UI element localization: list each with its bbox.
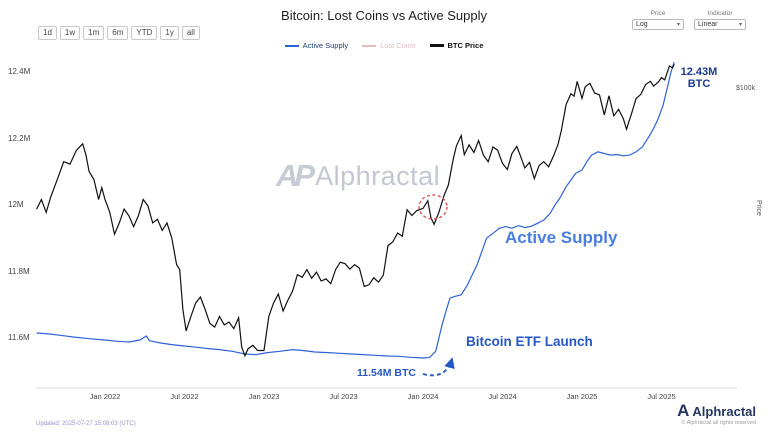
x-tick-label: Jul 2023 bbox=[329, 392, 358, 401]
x-tick-label: Jan 2025 bbox=[566, 392, 598, 401]
brand-footer: A Alphractal © Alphractal all rights res… bbox=[677, 401, 756, 426]
x-tick-label: Jul 2022 bbox=[170, 392, 199, 401]
range-button-ytd[interactable]: YTD bbox=[131, 26, 158, 40]
annotation-active-supply: Active Supply bbox=[505, 228, 618, 247]
chevron-down-icon: ▾ bbox=[676, 22, 680, 28]
range-button-1m[interactable]: 1m bbox=[83, 26, 105, 40]
y-tick-label: 11.6M bbox=[8, 333, 30, 342]
indicator-scale-select[interactable]: Linear ▾ bbox=[694, 19, 746, 30]
y-tick-label: 12M bbox=[8, 200, 24, 209]
indicator-scale-value: Linear bbox=[698, 21, 718, 28]
price-scale-control: Price Log ▾ bbox=[632, 10, 684, 30]
annotation-etf-launch: Bitcoin ETF Launch bbox=[466, 334, 593, 349]
price-scale-select[interactable]: Log ▾ bbox=[632, 19, 684, 30]
legend-label: BTC Price bbox=[447, 41, 484, 50]
y-tick-label: 12.4M bbox=[8, 67, 31, 76]
x-tick-label: Jan 2024 bbox=[407, 392, 439, 401]
legend-item-lost-coins[interactable]: Lost Coins bbox=[362, 41, 416, 50]
indicator-scale-control: Indicator Linear ▾ bbox=[694, 10, 746, 30]
annotation-peak-unit: BTC bbox=[687, 78, 711, 90]
x-tick-label: Jul 2024 bbox=[488, 392, 517, 401]
indicator-scale-label: Indicator bbox=[707, 10, 733, 17]
brand-name: Alphractal bbox=[692, 403, 756, 419]
legend-label: Lost Coins bbox=[380, 41, 416, 50]
y-tick-label: 12.2M bbox=[8, 133, 31, 143]
range-button-all[interactable]: all bbox=[181, 26, 200, 40]
legend-label: Active Supply bbox=[302, 41, 349, 50]
x-tick-label: Jul 2025 bbox=[647, 392, 676, 401]
range-button-1w[interactable]: 1w bbox=[59, 26, 81, 40]
legend-swatch-btc-price bbox=[429, 44, 444, 47]
legend-swatch-lost-coins bbox=[362, 44, 377, 47]
annotation-peak-value: 12.43M BTC bbox=[676, 66, 722, 90]
right-axis-title: Price bbox=[755, 200, 762, 216]
plot-area[interactable] bbox=[36, 58, 737, 388]
annotation-low-value: 11.54M BTC bbox=[357, 367, 416, 379]
chevron-down-icon: ▾ bbox=[738, 22, 742, 28]
right-axis-tick-100k: $100k bbox=[736, 85, 756, 92]
range-button-1d[interactable]: 1d bbox=[38, 26, 57, 40]
x-tick-label: Jan 2022 bbox=[89, 392, 121, 401]
range-button-1y[interactable]: 1y bbox=[160, 26, 179, 40]
brand-logo-icon: A bbox=[677, 401, 690, 420]
range-selector: 1d 1w 1m 6m YTD 1y all bbox=[38, 26, 200, 40]
price-scale-label: Price bbox=[650, 10, 666, 17]
legend: Active Supply Lost Coins BTC Price bbox=[0, 41, 768, 50]
legend-item-active-supply[interactable]: Active Supply bbox=[284, 41, 349, 50]
legend-item-btc-price[interactable]: BTC Price bbox=[429, 41, 484, 50]
price-scale-value: Log bbox=[636, 21, 648, 28]
chart-controls: Price Log ▾ Indicator Linear ▾ bbox=[632, 10, 746, 30]
brand-copyright: © Alphractal all rights reserved bbox=[681, 420, 756, 426]
x-tick-label: Jan 2023 bbox=[248, 392, 280, 401]
updated-timestamp: Updated: 2025-07-27 15:08:03 (UTC) bbox=[36, 421, 136, 427]
annotation-peak-number: 12.43M bbox=[680, 66, 718, 78]
y-tick-label: 11.8M bbox=[8, 266, 30, 276]
page-title: Bitcoin: Lost Coins vs Active Supply bbox=[281, 8, 487, 23]
range-button-6m[interactable]: 6m bbox=[107, 26, 129, 40]
legend-swatch-active-supply bbox=[284, 44, 299, 47]
